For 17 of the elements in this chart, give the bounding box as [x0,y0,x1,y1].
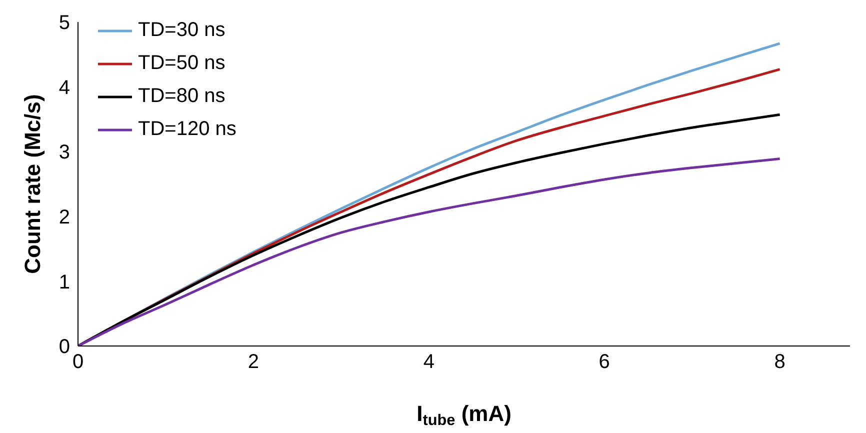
y-tick-label: 0 [58,336,70,358]
legend-label: TD=80 ns [138,85,226,108]
line-series [78,157,782,346]
x-tick-label: 4 [423,351,434,374]
x-tick-label: 2 [248,351,260,374]
x-tick-label: 8 [774,351,786,374]
y-tick-label: 1 [58,271,70,294]
y-tick-label: 4 [58,76,70,99]
legend-label: TD=50 ns [138,52,226,75]
legend-label: TD=120 ns [138,118,236,141]
x-tick-label: 6 [598,351,610,374]
y-tick-label: 3 [58,142,70,164]
y-axis-title: Count rate (Mc/s) [20,94,45,274]
y-tick-label: 5 [58,12,70,34]
y-tick-label: 2 [58,206,70,228]
legend-label: TD=30 ns [138,19,226,42]
x-axis-title: I$_{tube}$ (mA) [416,401,512,429]
